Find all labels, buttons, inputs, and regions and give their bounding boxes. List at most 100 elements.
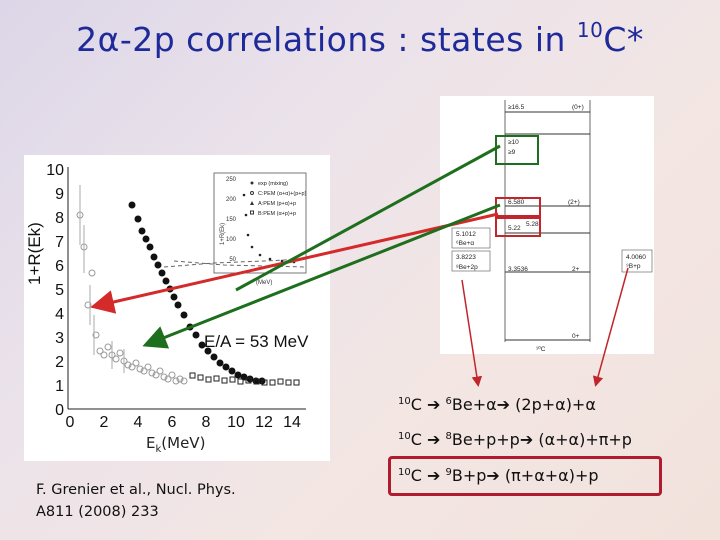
x-label-main: E — [146, 434, 156, 452]
citation-line-1: F. Grenier et al., Nucl. Phys. — [36, 482, 236, 498]
arrow-icon: ➔ — [427, 395, 441, 414]
x-tick-2: 2 — [100, 414, 109, 431]
decay-1-sup: 10 — [398, 396, 411, 407]
inset-y-tick-100: 100 — [226, 237, 237, 243]
decay-line-1: 10C ➔ 6Be+α➔ (2p+α)+α — [398, 395, 596, 414]
correlation-plot: 1+R(Ek) 0 1 2 3 4 5 6 7 8 9 10 0 2 4 6 8… — [24, 155, 330, 461]
slide-title: 2α-2p correlations : states in 10C* — [0, 18, 720, 59]
decay-1-intermediate: Be+α — [451, 395, 497, 414]
level-label-7: 5.28 — [526, 221, 539, 228]
decay-1-parent: C — [410, 395, 422, 414]
model-curves — [163, 258, 307, 268]
small-arrow-left — [461, 279, 483, 387]
decay-2-intermediate: Be+p+p — [451, 430, 520, 449]
x-axis-label: Ek(MeV) — [146, 434, 205, 455]
red-arrow — [90, 212, 499, 314]
x-tick-4: 4 — [134, 414, 143, 431]
y-tick-6: 6 — [55, 258, 64, 275]
y-tick-0: 0 — [55, 402, 64, 419]
y-tick-1: 1 — [55, 378, 64, 395]
citation: F. Grenier et al., Nucl. Phys. A811 (200… — [36, 479, 236, 523]
y-tick-7: 7 — [55, 234, 64, 251]
y-tick-3: 3 — [55, 330, 64, 347]
level-label-11: ⁸Be+2p — [456, 264, 478, 271]
y-axis-label: 1+R(Ek) — [25, 222, 44, 285]
citation-line-2: A811 (2008) 233 — [36, 504, 159, 520]
correlation-plot-svg: 1+R(Ek) 0 1 2 3 4 5 6 7 8 9 10 0 2 4 6 8… — [25, 162, 309, 431]
decay-2-final: (α+α)+π+p — [538, 430, 632, 449]
green-arrow-upper — [235, 144, 501, 292]
inset-legend-b: B:PEM (α+p)+p — [258, 211, 296, 217]
level-label-10: 3.8223 — [456, 254, 476, 261]
error-bars — [79, 185, 125, 373]
decay-2-parent: C — [410, 430, 422, 449]
decay-1-sup2: 6 — [445, 396, 452, 407]
filled-points — [128, 201, 266, 385]
decay-3-sup: 10 — [398, 467, 411, 478]
x-tick-0: 0 — [66, 414, 75, 431]
level-label-12: 3.3536 — [508, 266, 528, 273]
level-label-5: (2+) — [568, 199, 580, 206]
decay-3-parent: C — [410, 466, 422, 485]
y-tick-9: 9 — [55, 186, 64, 203]
y-tick-5: 5 — [55, 282, 64, 299]
square-points — [189, 372, 300, 386]
level-label-14: 4.0060 — [626, 254, 646, 261]
title-text: 2α-2p correlations : states in — [76, 20, 577, 59]
arrow-icon: ➔ — [496, 395, 511, 414]
level-label-0: ≥16.5 — [508, 104, 525, 111]
green-arrow — [142, 203, 501, 349]
level-label-17: ¹⁰C — [536, 345, 546, 353]
red-highlight-box-lower — [495, 217, 541, 237]
decay-3-final: (π+α+α)+p — [504, 466, 599, 485]
y-tick-10: 10 — [46, 162, 64, 179]
level-label-3: ≥9 — [508, 149, 516, 156]
energy-label: E/A = 53 MeV — [204, 332, 309, 351]
inset-y-tick-150: 150 — [226, 217, 237, 223]
inset-y-tick-50: 50 — [229, 257, 236, 263]
inset-legend-c: C:PEM (α+α)+(p+p) — [258, 191, 307, 197]
level-label-6: 5.22 — [508, 225, 521, 232]
inset-y-label: 1+R(Ek) — [220, 223, 226, 245]
decay-1-final: (2p+α)+α — [515, 395, 596, 414]
decay-3-intermediate: B+p — [451, 466, 487, 485]
x-label-unit: (MeV) — [161, 434, 206, 452]
arrow-icon: ➔ — [486, 466, 500, 485]
title-suffix: C* — [603, 20, 644, 59]
level-label-16: 0+ — [572, 333, 580, 340]
decay-line-2: 10C ➔ 8Be+p+p➔ (α+α)+π+p — [398, 430, 632, 449]
decay-3-sup2: 9 — [445, 467, 452, 478]
decay-2-sup: 10 — [398, 431, 411, 442]
level-label-4: 6.580 — [508, 199, 525, 206]
level-label-9: ⁶Be+α — [456, 240, 474, 247]
x-label-sub: k — [155, 444, 162, 455]
inset-y-tick-250: 250 — [226, 177, 237, 183]
inset-legend-a: A:PEM (p+α)+p — [258, 201, 296, 207]
inset-plot: 250 200 150 100 50 1+R(Ek) exp (mixing) … — [213, 172, 307, 286]
green-highlight-box — [495, 135, 539, 165]
level-label-13: 2+ — [572, 266, 580, 273]
inset-y-tick-200: 200 — [226, 197, 237, 203]
y-tick-2: 2 — [55, 354, 64, 371]
small-arrow-right — [592, 267, 629, 387]
inset-x-label: (MeV) — [256, 280, 272, 286]
level-scheme: ≥16.5 (0+) ≥10 ≥9 6.580 (2+) 5.22 5.28 5… — [440, 96, 654, 354]
level-label-2: ≥10 — [508, 139, 519, 146]
decay-line-3: 10C ➔ 9B+p➔ (π+α+α)+p — [398, 466, 599, 485]
x-tick-6: 6 — [168, 414, 177, 431]
x-tick-14: 14 — [283, 414, 301, 431]
x-tick-12: 12 — [255, 414, 273, 431]
x-tick-10: 10 — [227, 414, 245, 431]
decay-2-sup2: 8 — [445, 431, 452, 442]
level-scheme-svg: ≥16.5 (0+) ≥10 ≥9 6.580 (2+) 5.22 5.28 5… — [451, 100, 653, 353]
decay-highlight-box — [388, 456, 662, 496]
title-superscript: 10 — [576, 18, 604, 42]
arrow-icon: ➔ — [427, 430, 441, 449]
y-tick-4: 4 — [55, 306, 64, 323]
level-label-1: (0+) — [572, 104, 584, 111]
arrow-icon: ➔ — [427, 466, 441, 485]
level-label-8: 5.1012 — [456, 231, 476, 238]
y-tick-8: 8 — [55, 210, 64, 227]
arrow-icon: ➔ — [519, 430, 534, 449]
